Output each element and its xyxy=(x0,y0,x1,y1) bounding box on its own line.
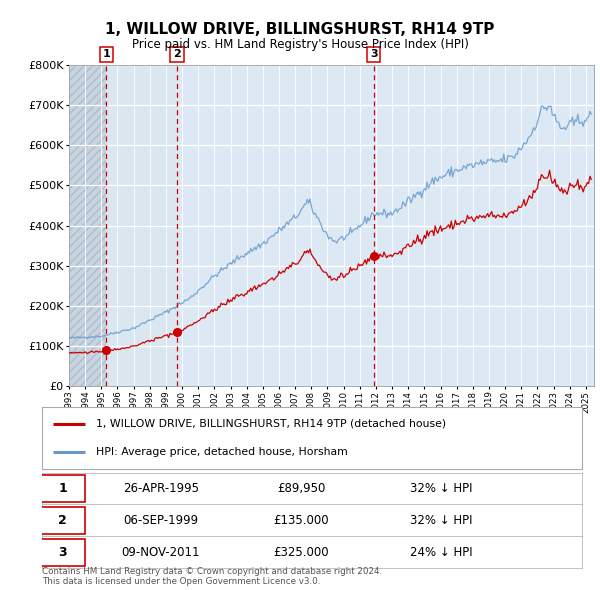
Text: HPI: Average price, detached house, Horsham: HPI: Average price, detached house, Hors… xyxy=(96,447,348,457)
Text: 3: 3 xyxy=(58,546,67,559)
Text: 2: 2 xyxy=(58,514,67,527)
Text: 24% ↓ HPI: 24% ↓ HPI xyxy=(410,546,473,559)
Text: 1, WILLOW DRIVE, BILLINGSHURST, RH14 9TP: 1, WILLOW DRIVE, BILLINGSHURST, RH14 9TP xyxy=(106,22,494,37)
Text: 3: 3 xyxy=(370,50,377,60)
FancyBboxPatch shape xyxy=(40,507,85,534)
Text: 2: 2 xyxy=(173,50,181,60)
Text: 1, WILLOW DRIVE, BILLINGSHURST, RH14 9TP (detached house): 1, WILLOW DRIVE, BILLINGSHURST, RH14 9TP… xyxy=(96,419,446,429)
FancyBboxPatch shape xyxy=(40,539,85,566)
Text: 09-NOV-2011: 09-NOV-2011 xyxy=(122,546,200,559)
Text: 32% ↓ HPI: 32% ↓ HPI xyxy=(410,482,473,495)
Text: Contains HM Land Registry data © Crown copyright and database right 2024.: Contains HM Land Registry data © Crown c… xyxy=(42,567,382,576)
Text: 1: 1 xyxy=(103,50,110,60)
Text: 26-APR-1995: 26-APR-1995 xyxy=(123,482,199,495)
Text: Price paid vs. HM Land Registry's House Price Index (HPI): Price paid vs. HM Land Registry's House … xyxy=(131,38,469,51)
FancyBboxPatch shape xyxy=(40,475,85,502)
Text: £135.000: £135.000 xyxy=(274,514,329,527)
Text: 32% ↓ HPI: 32% ↓ HPI xyxy=(410,514,473,527)
Bar xyxy=(374,65,594,386)
Text: 1: 1 xyxy=(58,482,67,495)
Bar xyxy=(177,65,374,386)
Text: £89,950: £89,950 xyxy=(277,482,325,495)
Text: £325.000: £325.000 xyxy=(274,546,329,559)
Text: 06-SEP-1999: 06-SEP-1999 xyxy=(123,514,199,527)
Text: This data is licensed under the Open Government Licence v3.0.: This data is licensed under the Open Gov… xyxy=(42,577,320,586)
Bar xyxy=(106,65,177,386)
Bar xyxy=(69,65,106,386)
Bar xyxy=(69,65,106,386)
